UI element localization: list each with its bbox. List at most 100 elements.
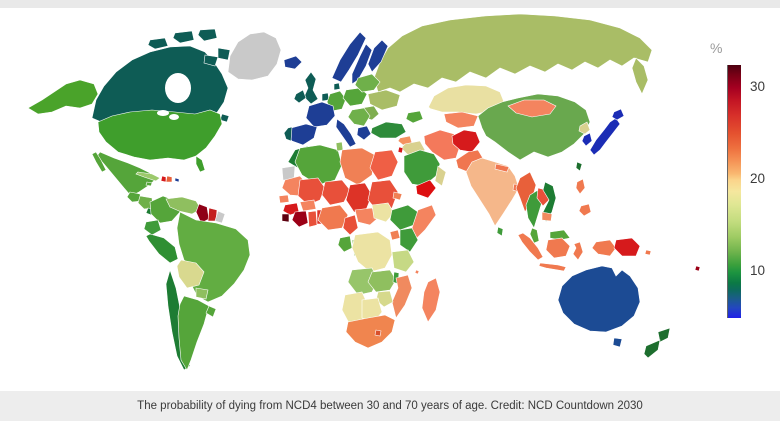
country-paraguay — [195, 287, 209, 300]
country-mauritius — [694, 265, 701, 272]
country-caucasus — [405, 110, 424, 124]
country-france — [305, 101, 336, 128]
country-sudan — [367, 179, 399, 213]
country-south-korea — [581, 132, 593, 147]
country-indonesia-sumatra — [517, 232, 544, 261]
country-ghana — [307, 210, 318, 228]
country-guatemala — [126, 191, 142, 203]
country-malaysia — [529, 227, 540, 244]
country-peru — [145, 233, 179, 264]
country-usa-florida — [195, 155, 206, 173]
country-russia — [373, 13, 653, 93]
country-malaysia-borneo — [549, 229, 571, 241]
country-south-sudan — [371, 202, 395, 223]
country-japan-hokkaido — [611, 108, 625, 121]
country-angola — [347, 267, 379, 296]
country-senegal — [278, 194, 290, 204]
color-legend: % 30 20 10 — [705, 40, 780, 335]
country-russia-kamchatka — [631, 57, 649, 95]
legend-tick-30: 30 — [750, 78, 766, 94]
country-brazil — [176, 211, 251, 303]
country-puerto-rico — [174, 177, 180, 183]
country-jamaica — [145, 181, 153, 187]
country-zambia — [367, 269, 397, 293]
country-mongolia — [507, 99, 557, 118]
country-mozambique — [391, 274, 413, 319]
country-greenland — [227, 31, 282, 81]
legend-gradient — [727, 65, 741, 318]
country-turkey — [370, 121, 407, 139]
country-norway — [331, 31, 367, 83]
country-australia-tasmania — [612, 337, 623, 348]
country-eritrea — [392, 191, 403, 201]
country-algeria — [294, 144, 343, 186]
country-saudi-arabia — [403, 149, 441, 187]
country-mali — [297, 177, 326, 206]
world-map — [0, 8, 780, 391]
country-cameroon — [342, 214, 359, 236]
country-niger — [321, 179, 351, 206]
hudson-bay — [165, 73, 191, 103]
country-indonesia-west-papua — [591, 239, 617, 257]
country-sri-lanka — [496, 226, 504, 237]
country-iran — [423, 129, 461, 161]
great-lakes-2 — [169, 114, 179, 120]
country-uk — [303, 71, 319, 105]
caption-bar: The probability of dying from NCD4 betwe… — [0, 391, 780, 421]
country-nigeria — [317, 204, 349, 231]
lake-victoria — [393, 240, 399, 246]
country-new-zealand-north — [657, 327, 671, 343]
country-north-korea — [578, 121, 591, 135]
country-tanzania — [391, 249, 415, 273]
country-indonesia-kalimantan — [545, 237, 571, 259]
country-kenya — [399, 227, 419, 253]
great-lakes — [157, 110, 169, 116]
country-haiti — [160, 175, 167, 183]
country-vietnam — [541, 181, 557, 223]
country-libya — [339, 147, 376, 186]
country-sweden — [351, 43, 373, 85]
country-ecuador — [143, 219, 162, 236]
country-japan — [589, 117, 621, 156]
country-jordan — [397, 146, 404, 154]
country-afghanistan — [451, 129, 481, 153]
country-kazakhstan — [427, 84, 505, 115]
black-sea — [377, 112, 399, 122]
country-argentina — [177, 295, 210, 371]
country-cuba — [135, 171, 161, 182]
country-australia — [557, 265, 641, 333]
country-egypt — [369, 149, 399, 181]
country-finland — [367, 39, 389, 73]
country-india — [465, 157, 520, 227]
legend-tick-10: 10 — [750, 262, 766, 278]
country-tunisia — [335, 141, 344, 152]
country-ireland — [293, 89, 307, 104]
figure-caption: The probability of dying from NCD4 betwe… — [137, 400, 643, 412]
country-burkina-faso — [299, 199, 317, 212]
country-uzbek-turkmen — [443, 111, 479, 129]
country-ukraine — [367, 89, 401, 111]
country-mexico-baja — [91, 151, 107, 173]
country-new-zealand-south — [643, 339, 661, 359]
country-balkans — [347, 107, 371, 127]
country-usa — [97, 109, 223, 161]
country-dominican-republic — [165, 175, 173, 183]
country-iceland — [283, 55, 303, 70]
country-car — [354, 207, 379, 226]
country-papua-new-guinea — [613, 237, 641, 257]
country-cote-divoire — [291, 210, 309, 228]
country-lesotho — [374, 329, 382, 337]
country-portugal — [283, 126, 293, 142]
country-alaska — [27, 79, 99, 115]
country-cambodia — [541, 211, 553, 222]
country-solomon-islands — [644, 249, 652, 256]
country-sierra-leone — [281, 213, 290, 223]
country-comoros — [414, 269, 420, 275]
country-philippines-mindanao — [578, 203, 592, 217]
country-greece — [356, 125, 372, 141]
country-gabon — [337, 235, 353, 253]
country-french-guiana — [214, 210, 226, 224]
country-yemen — [415, 179, 437, 199]
country-philippines-luzon — [575, 178, 586, 195]
